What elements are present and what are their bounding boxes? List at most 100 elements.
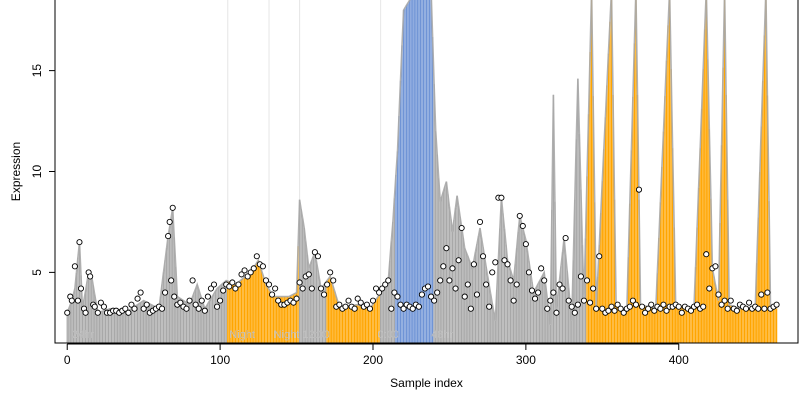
data-point (354, 295, 361, 302)
data-point (241, 267, 248, 274)
data-point (265, 281, 273, 288)
data-point (379, 285, 386, 292)
data-point (415, 303, 422, 310)
x-tick-label: 0 (64, 353, 71, 367)
data-point (648, 301, 655, 308)
data-point (388, 305, 395, 312)
data-point (428, 293, 435, 300)
time-annotation: 48hr (431, 329, 453, 341)
data-point (250, 265, 257, 272)
data-point (562, 235, 569, 242)
data-point (376, 289, 383, 296)
data-point (382, 281, 389, 288)
time-annotation: 0:00 (378, 329, 399, 341)
data-point (345, 297, 352, 304)
data-point (571, 309, 578, 316)
x-tick-label: 200 (363, 353, 383, 367)
data-point (513, 281, 520, 288)
data-point (357, 299, 364, 306)
data-point (198, 297, 205, 304)
data-point (431, 297, 438, 304)
annotations-layer: 24hr Night Night 12:00 0:00 48hr (72, 329, 454, 341)
data-point (71, 263, 78, 270)
data-point (556, 281, 563, 288)
data-point (470, 261, 477, 268)
data-point (639, 303, 646, 310)
data-point (764, 289, 771, 296)
data-point (210, 281, 218, 288)
data-point (434, 289, 441, 296)
data-point (687, 307, 695, 314)
data-point (617, 305, 624, 312)
y-axis-label: Expression (9, 142, 23, 201)
data-point (483, 281, 490, 288)
y-tick-label: 15 (30, 64, 44, 78)
data-point (742, 305, 750, 312)
data-point (443, 245, 450, 252)
data-point (437, 277, 444, 284)
data-point (195, 305, 202, 312)
data-point (675, 303, 682, 310)
data-point (733, 307, 740, 314)
data-point (244, 273, 251, 280)
data-point (608, 303, 615, 310)
data-point (363, 301, 370, 308)
y-axis: 5 10 15 (30, 64, 56, 276)
data-point (351, 305, 358, 312)
data-point (458, 224, 465, 232)
data-point (574, 301, 581, 308)
data-point (409, 305, 416, 312)
data-point (694, 301, 701, 308)
data-point (486, 303, 493, 310)
data-point (201, 307, 208, 314)
data-point (553, 309, 560, 316)
data-point (166, 218, 173, 225)
data-point (385, 277, 392, 284)
data-point (645, 305, 652, 312)
data-point (372, 285, 380, 292)
data-point (703, 251, 710, 258)
data-point (324, 281, 331, 288)
data-point (293, 295, 300, 302)
data-point (94, 309, 101, 316)
data-point (547, 297, 554, 304)
data-point (122, 305, 129, 312)
data-point (259, 263, 266, 270)
data-point (629, 297, 636, 304)
data-point (247, 269, 254, 276)
data-point (678, 309, 685, 316)
data-point (590, 285, 597, 292)
data-point (68, 297, 75, 304)
data-point (761, 305, 768, 312)
data-point (706, 285, 713, 292)
data-point (758, 291, 765, 298)
data-point (262, 277, 270, 284)
data-point (189, 277, 196, 284)
data-point (336, 301, 343, 308)
data-point (715, 291, 722, 298)
data-point (476, 218, 484, 225)
data-point (177, 299, 184, 306)
data-point (330, 277, 337, 284)
data-point (128, 301, 135, 308)
data-point (455, 257, 462, 264)
data-point (651, 307, 658, 314)
data-point (275, 297, 282, 304)
data-point (461, 293, 468, 300)
x-tick-label: 400 (669, 353, 689, 367)
data-point (314, 253, 322, 260)
data-point (214, 303, 221, 310)
data-point (605, 307, 612, 314)
data-point (299, 285, 306, 292)
data-point (550, 289, 557, 296)
data-point (721, 297, 728, 304)
data-point (311, 249, 318, 256)
data-point (125, 309, 132, 316)
data-point (528, 287, 536, 294)
data-point (296, 279, 303, 286)
data-point (525, 269, 532, 276)
series-line (66, 0, 777, 325)
data-point (724, 305, 731, 312)
data-point (64, 309, 71, 316)
